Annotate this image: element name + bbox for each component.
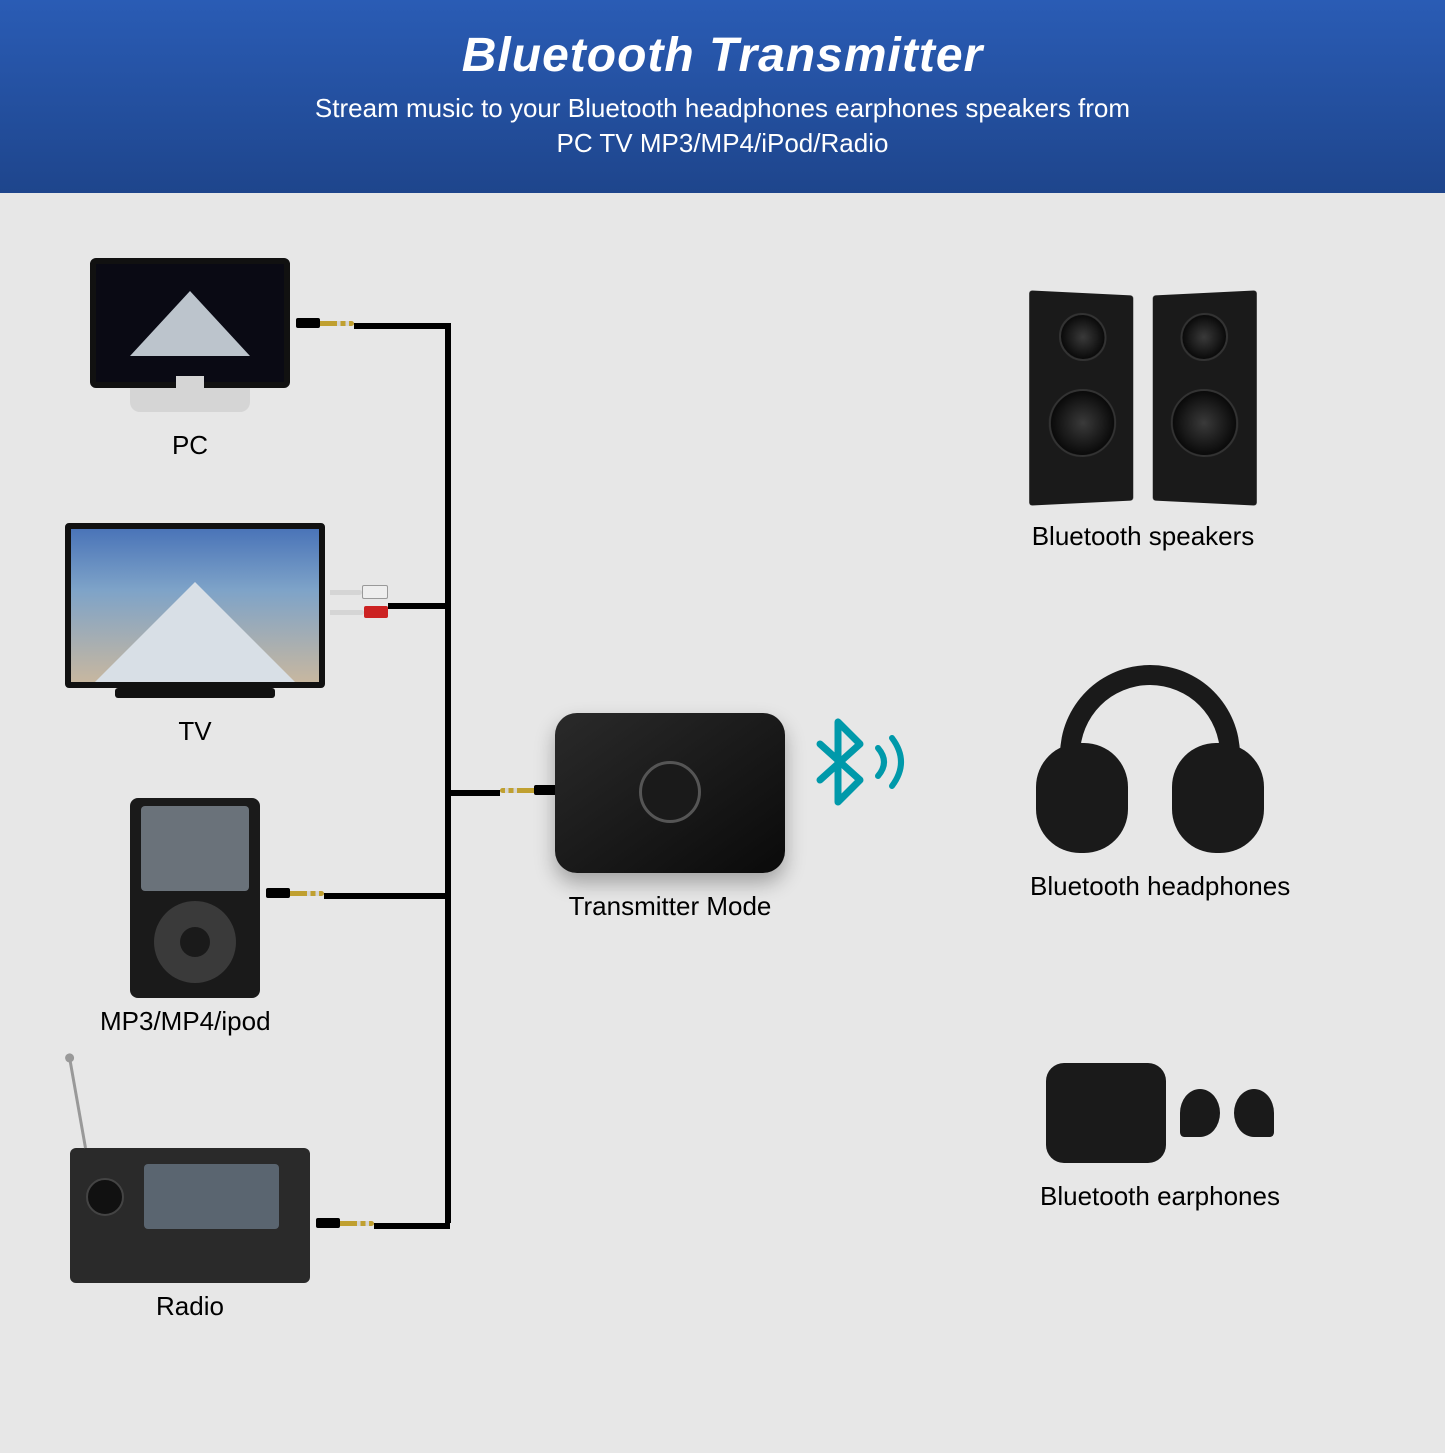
wire-tv [388,603,450,609]
transmitter-hub: Transmitter Mode [555,713,785,922]
bt-waves-icon [870,718,920,806]
header-title: Bluetooth Transmitter [20,28,1425,83]
earbuds-icon [1040,1063,1280,1163]
jack-hub [500,785,558,795]
transmitter-label: Transmitter Mode [555,891,785,922]
wire-to-hub [445,790,500,796]
jack-radio [316,1218,374,1228]
header-subtitle: Stream music to your Bluetooth headphone… [20,91,1425,161]
ipod-icon [130,798,260,998]
source-pc: PC [90,258,290,461]
receiver-speakers: Bluetooth speakers [1030,293,1256,552]
wire-radio [374,1223,450,1229]
speakers-icon [1030,293,1256,503]
source-radio: Radio [70,1148,310,1322]
jack-pc [296,318,354,328]
diagram-canvas: PC TV MP3/MP4/ipod Radio [0,193,1445,1453]
bt-glyph-icon [810,718,870,806]
tv-icon [65,523,325,688]
earphones-label: Bluetooth earphones [1040,1181,1280,1212]
header: Bluetooth Transmitter Stream music to yo… [0,0,1445,193]
receiver-earphones: Bluetooth earphones [1040,1063,1280,1212]
source-tv: TV [65,523,325,747]
radio-label: Radio [70,1291,310,1322]
receiver-headphones: Bluetooth headphones [1030,653,1290,902]
pc-label: PC [90,430,290,461]
mp3-label: MP3/MP4/ipod [100,1006,271,1037]
wire-trunk [445,323,451,1223]
wire-mp3 [324,893,450,899]
source-mp3: MP3/MP4/ipod [130,798,271,1037]
headphones-label: Bluetooth headphones [1030,871,1290,902]
wire-pc [354,323,450,329]
speakers-label: Bluetooth speakers [1030,521,1256,552]
radio-icon [70,1148,310,1283]
bluetooth-icon [810,718,920,806]
jack-mp3 [266,888,324,898]
transmitter-icon [555,713,785,873]
headphones-icon [1030,653,1270,863]
pc-monitor-icon [90,258,290,388]
tv-label: TV [65,716,325,747]
